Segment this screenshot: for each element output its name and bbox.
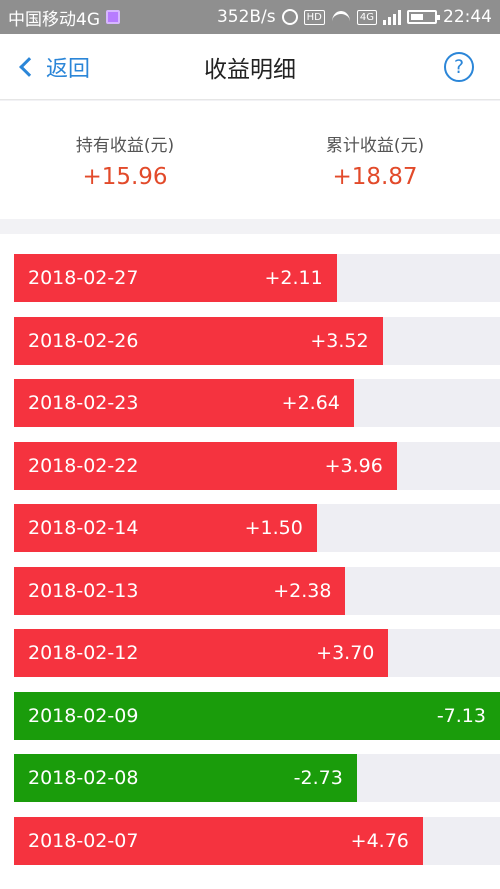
earnings-row[interactable]: 2018-02-26 +3.52	[14, 316, 500, 365]
row-date: 2018-02-14	[28, 517, 139, 539]
row-date: 2018-02-07	[28, 829, 139, 852]
battery-icon	[407, 10, 440, 24]
earnings-row[interactable]: 2018-02-07 +4.76	[14, 816, 500, 865]
earnings-row[interactable]: 2018-02-12 +3.70	[14, 629, 500, 677]
earnings-row[interactable]: 2018-02-22 +3.96	[14, 441, 500, 490]
row-amount: +2.64	[281, 392, 340, 414]
holding-earnings: 持有收益(元) +15.96	[0, 101, 250, 219]
row-date: 2018-02-22	[28, 454, 139, 477]
wifi-icon	[331, 10, 351, 24]
earnings-bar: 2018-02-27	[14, 254, 337, 302]
help-button[interactable]: ?	[444, 52, 474, 82]
earnings-row[interactable]: 2018-02-27 +2.11	[14, 254, 500, 302]
holding-earnings-label: 持有收益(元)	[75, 136, 175, 156]
earnings-bar: 2018-02-09	[14, 691, 500, 740]
row-amount: +3.52	[310, 329, 369, 352]
earnings-row[interactable]: 2018-02-14 +1.50	[14, 504, 500, 552]
earnings-row[interactable]: 2018-02-13 +2.38	[14, 566, 500, 615]
total-earnings-label: 累计收益(元)	[325, 136, 425, 156]
row-amount: -7.13	[436, 704, 486, 727]
status-bar: 中国移动4G 352B/s HD 4G 22:44	[0, 0, 500, 34]
chevron-left-icon	[19, 57, 39, 77]
hd-badge: HD	[303, 9, 325, 25]
carrier-label: 中国移动4G	[8, 9, 100, 30]
earnings-row[interactable]: 2018-02-23 +2.64	[14, 379, 500, 427]
page-title: 收益明细	[204, 56, 296, 83]
holding-earnings-value: +15.96	[82, 164, 168, 190]
row-date: 2018-02-23	[28, 392, 139, 414]
row-amount: +2.11	[264, 267, 323, 289]
total-earnings: 累计收益(元) +18.87	[250, 101, 500, 219]
network-speed: 352B/s	[216, 7, 276, 27]
row-date: 2018-02-09	[28, 704, 139, 727]
earnings-bar: 2018-02-14	[14, 504, 317, 552]
earnings-summary: 持有收益(元) +15.96 累计收益(元) +18.87	[0, 101, 500, 219]
status-right: 352B/s HD 4G 22:44	[217, 7, 492, 27]
earnings-bar: 2018-02-08	[14, 754, 357, 802]
earnings-row[interactable]: 2018-02-09 -7.13	[14, 691, 500, 740]
row-date: 2018-02-27	[28, 267, 139, 289]
row-amount: -2.73	[293, 767, 343, 789]
network-type-badge: 4G	[356, 9, 377, 25]
earnings-bar: 2018-02-12	[14, 629, 389, 677]
back-button[interactable]: 返回	[16, 34, 90, 100]
question-mark-icon: ?	[453, 56, 465, 78]
row-amount: +1.50	[244, 517, 303, 539]
earnings-row[interactable]: 2018-02-08 -2.73	[14, 754, 500, 802]
gallery-notification-icon	[106, 10, 120, 24]
row-amount: +3.70	[316, 642, 375, 664]
row-date: 2018-02-12	[28, 642, 139, 664]
row-date: 2018-02-26	[28, 329, 139, 352]
status-left: 中国移动4G	[8, 5, 120, 30]
total-earnings-value: +18.87	[332, 164, 418, 190]
row-date: 2018-02-08	[28, 767, 139, 789]
earnings-bar: 2018-02-13	[14, 566, 346, 615]
earnings-bar: 2018-02-22	[14, 441, 397, 490]
clock: 22:44	[443, 7, 492, 27]
row-amount: +2.38	[273, 579, 332, 602]
earnings-bar: 2018-02-26	[14, 316, 383, 365]
alarm-icon	[281, 9, 298, 25]
row-amount: +4.76	[350, 829, 409, 852]
row-amount: +3.96	[324, 454, 383, 477]
nav-bar: 返回 收益明细 ?	[0, 34, 500, 100]
earnings-bar: 2018-02-07	[14, 816, 423, 865]
signal-icon	[383, 9, 401, 25]
earnings-bar: 2018-02-23	[14, 379, 354, 427]
row-date: 2018-02-13	[28, 579, 139, 602]
earnings-list: 2018-02-27 +2.11 2018-02-26 +3.52 2018-02-23…	[0, 234, 500, 889]
back-label: 返回	[46, 57, 91, 82]
